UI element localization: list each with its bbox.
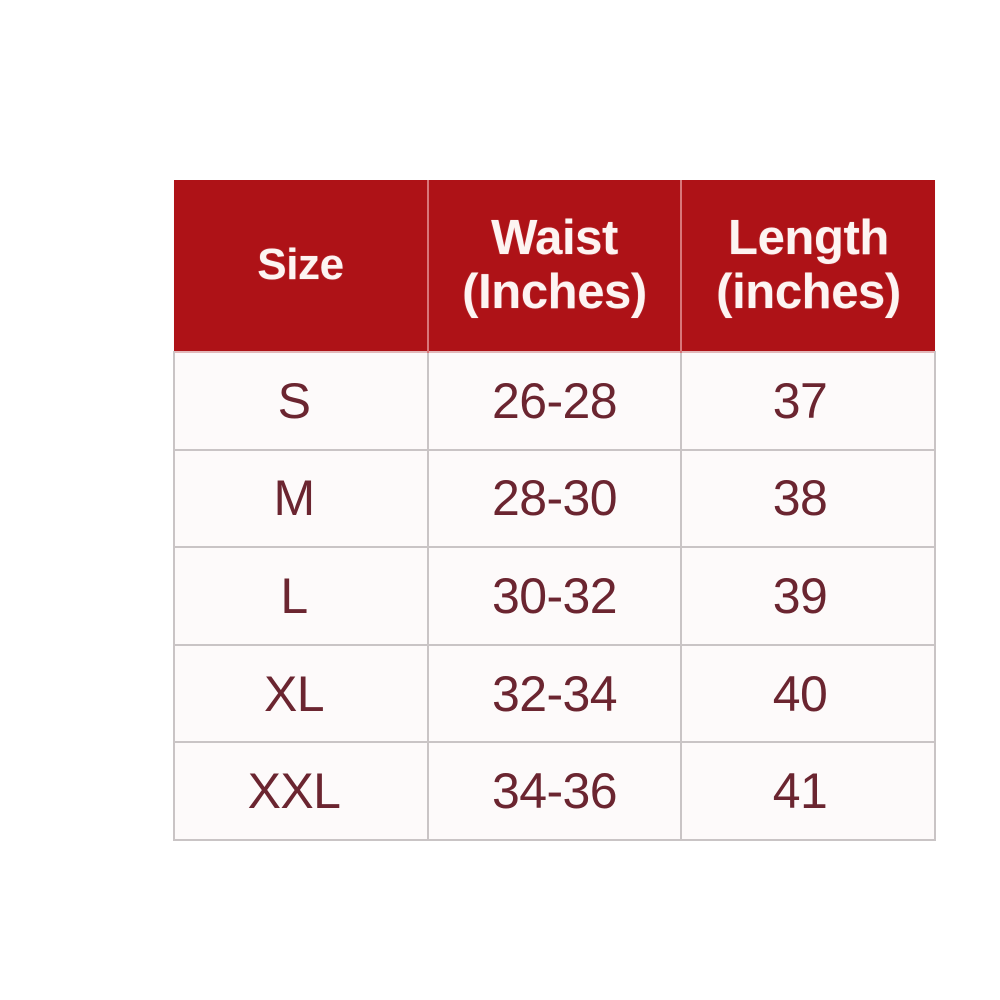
column-header-length: Length (inches) [680,180,935,352]
column-header-size: Size [174,180,428,352]
table-row: XL 32-34 40 [173,644,936,744]
table-row: XXL 34-36 41 [173,742,936,841]
column-header-size-label: Size [257,240,344,290]
size-chart-table: Size Waist (Inches) Length (inches) S 26… [173,180,936,841]
column-header-length-unit: (inches) [716,264,901,319]
cell-length: 37 [681,351,936,451]
cell-waist: 32-34 [428,644,682,744]
table-row: S 26-28 37 [173,351,936,451]
cell-waist: 30-32 [428,547,682,646]
cell-length: 40 [681,644,936,744]
cell-size: M [173,449,429,549]
cell-size: XXL [173,742,429,841]
table-row: M 28-30 38 [173,449,936,549]
cell-waist: 26-28 [428,351,682,451]
column-header-waist-unit: (Inches) [462,264,647,319]
column-header-waist: Waist (Inches) [427,180,681,352]
table-row: L 30-32 39 [173,547,936,646]
cell-size: L [173,547,429,646]
table-header: Size Waist (Inches) Length (inches) [174,180,935,352]
column-header-waist-label: Waist [491,210,618,265]
table-header-row: Size Waist (Inches) Length (inches) [174,180,935,352]
cell-size: S [173,351,429,451]
cell-length: 41 [681,742,936,841]
cell-waist: 28-30 [428,449,682,549]
table-body: S 26-28 37 M 28-30 38 L 30-32 39 XL 32-3… [173,351,936,841]
cell-waist: 34-36 [428,742,682,841]
cell-size: XL [173,644,429,744]
column-header-length-label: Length [728,210,889,265]
cell-length: 38 [681,449,936,549]
cell-length: 39 [681,547,936,646]
